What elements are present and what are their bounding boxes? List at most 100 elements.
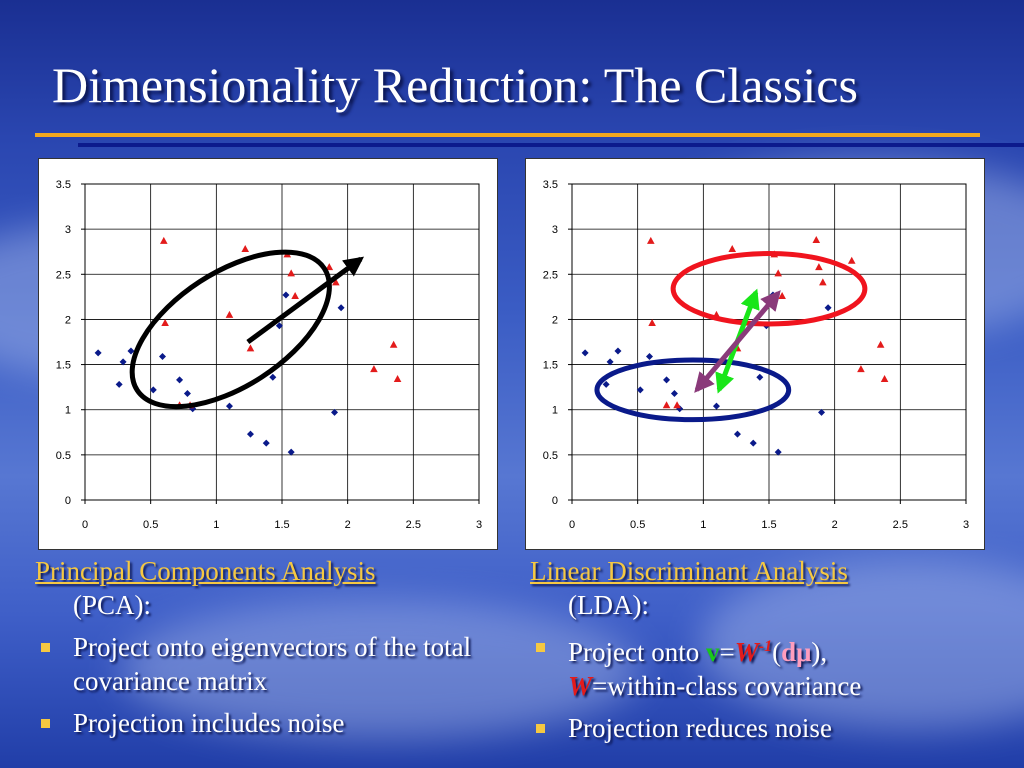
pca-chart-panel: 0 0.5 1 1.5 2 2.5 3 0 0.5 1 1.5 2 2.5 3 3.5 (38, 158, 498, 550)
lda-heading: Linear Discriminant Analysis (530, 556, 848, 586)
lda-heading-cont: (LDA): (568, 590, 649, 620)
pca-point-diamond (331, 408, 339, 416)
pca-point-diamond (262, 439, 270, 447)
pca-point-diamond (127, 347, 135, 355)
lda-y-tick-label: 3.5 (543, 179, 558, 191)
lda-point-diamond (774, 448, 782, 456)
lda-caption: Linear Discriminant Analysis (LDA): Proj… (530, 554, 1010, 745)
pca-point-diamond (269, 373, 277, 381)
lda-open-paren: ( (772, 637, 782, 667)
pca-point-diamond (115, 380, 123, 388)
pca-x-tick-label: 0.5 (143, 519, 158, 531)
lda-x-tick-label: 3 (963, 519, 969, 531)
pca-point-diamond (282, 291, 290, 299)
lda-y-tick-label: 1 (552, 405, 558, 417)
lda-point-diamond (670, 389, 678, 397)
pca-bullet-2: Projection includes noise (35, 706, 485, 740)
lda-x-tick-label: 0.5 (630, 519, 645, 531)
pca-point-diamond (287, 448, 295, 456)
bullet-square-icon (41, 643, 50, 652)
lda-point-diamond (645, 352, 653, 360)
pca-bullet-2-text: Projection includes noise (73, 708, 345, 738)
pca-point-triangle (225, 310, 234, 318)
pca-point-diamond (225, 402, 233, 410)
lda-inverse-exponent: -1 (758, 638, 773, 655)
lda-x-tick-label: 1.5 (761, 519, 776, 531)
lda-point-diamond (824, 304, 832, 312)
pca-y-tick-label: 1 (65, 405, 71, 417)
pca-principal-arrow (246, 256, 365, 345)
lda-x-tick-label: 0 (569, 519, 575, 531)
lda-close-paren: ), (811, 637, 828, 667)
pca-y-tick-label: 3 (65, 224, 71, 236)
lda-chart-panel: 0 0.5 1 1.5 2 2.5 3 0 0.5 1 1.5 2 2.5 3 3.5 (525, 158, 985, 550)
pca-x-tick-label: 0 (82, 519, 88, 531)
pca-x-tick-label: 1.5 (274, 519, 289, 531)
lda-point-diamond (636, 386, 644, 394)
lda-point-triangle (880, 375, 889, 383)
pca-point-diamond (183, 389, 191, 397)
title-underline-orange (35, 133, 980, 137)
lda-point-triangle (819, 278, 827, 286)
pca-covariance-ellipse (129, 249, 332, 410)
lda-y-tick-label: 0.5 (543, 450, 558, 462)
lda-point-diamond (663, 376, 671, 384)
pca-x-tick-label: 3 (476, 519, 482, 531)
lda-point-diamond (606, 358, 614, 366)
pca-point-triangle (246, 344, 255, 352)
lda-bullet-2-text: Projection reduces noise (568, 713, 832, 743)
bullet-square-icon (536, 643, 545, 652)
pca-bullet-1-text: Project onto eigenvectors of the total c… (73, 632, 472, 696)
pca-heading-cont: (PCA): (73, 590, 152, 620)
lda-point-diamond (733, 430, 741, 438)
lda-point-diamond (818, 408, 826, 416)
pca-point-diamond (337, 304, 345, 312)
lda-bullet-2: Projection reduces noise (530, 711, 1010, 745)
pca-point-diamond (246, 430, 254, 438)
pca-y-tick-label: 2.5 (56, 269, 71, 281)
lda-bullet-1-rest: =within-class covariance (592, 671, 862, 701)
lda-point-triangle (647, 236, 655, 244)
pca-point-diamond (158, 352, 166, 360)
pca-y-tick-label: 2 (65, 314, 71, 326)
lda-y-tick-label: 2.5 (543, 269, 558, 281)
pca-point-triangle (370, 365, 378, 373)
lda-point-triangle (728, 245, 737, 253)
lda-purple-double-arrow (694, 290, 781, 393)
lda-dmu: dμ (781, 637, 812, 667)
pca-x-tick-label: 2.5 (406, 519, 421, 531)
pca-point-triangle (291, 291, 299, 299)
pca-point-triangle (161, 319, 169, 327)
pca-bullet-1: Project onto eigenvectors of the total c… (35, 630, 485, 698)
title-underline-blue (78, 143, 1024, 147)
pca-point-diamond (176, 376, 184, 384)
pca-x-tick-label: 1 (213, 519, 219, 531)
lda-y-tick-label: 0 (552, 495, 558, 507)
pca-point-triangle (287, 269, 295, 277)
lda-equals: = (719, 637, 735, 667)
lda-point-diamond (602, 380, 610, 388)
pca-point-triangle (389, 340, 398, 348)
lda-matrix-w: W (734, 637, 759, 667)
lda-point-triangle (876, 340, 885, 348)
lda-point-diamond (614, 347, 622, 355)
lda-blue-class-ellipse (594, 357, 792, 423)
lda-point-diamond (756, 373, 764, 381)
pca-y-tick-label: 3.5 (56, 179, 71, 191)
lda-x-tick-label: 2 (832, 519, 838, 531)
pca-point-triangle (393, 375, 402, 383)
lda-point-diamond (581, 349, 589, 357)
lda-point-diamond (749, 439, 757, 447)
lda-y-tick-label: 2 (552, 314, 558, 326)
lda-y-tick-label: 3 (552, 224, 558, 236)
lda-point-triangle (648, 319, 656, 327)
lda-matrix-w-2: W (568, 671, 593, 701)
bullet-square-icon (536, 724, 545, 733)
lda-point-triangle (857, 365, 865, 373)
pca-point-triangle (160, 236, 168, 244)
pca-point-diamond (119, 358, 127, 366)
pca-y-tick-label: 1.5 (56, 360, 71, 372)
pca-y-tick-label: 0 (65, 495, 71, 507)
lda-point-diamond (712, 402, 720, 410)
pca-point-triangle (241, 245, 250, 253)
